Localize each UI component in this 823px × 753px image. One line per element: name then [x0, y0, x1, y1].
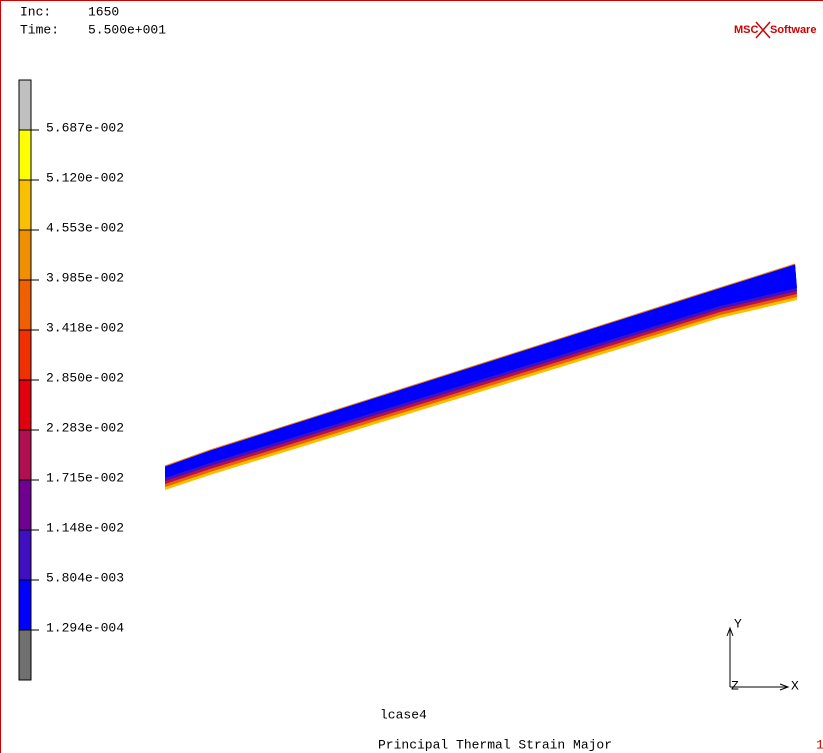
legend-band	[19, 580, 31, 630]
band-blue	[165, 264, 797, 478]
window-index: 1	[816, 737, 823, 752]
legend-band	[19, 380, 31, 430]
axis-triad: Y X Z	[727, 616, 799, 693]
inc-value: 1650	[88, 4, 119, 19]
legend-label: 3.418e-002	[46, 320, 124, 335]
result-name: Principal Thermal Strain Major	[378, 737, 612, 752]
legend-label: 5.687e-002	[46, 120, 124, 135]
time-label: Time:	[20, 22, 59, 37]
legend-label: 5.804e-003	[46, 570, 124, 585]
legend-band	[19, 230, 31, 280]
triad-x-label: X	[791, 678, 799, 693]
legend-band	[19, 430, 31, 480]
legend-band	[19, 180, 31, 230]
viewport: Inc: 1650 Time: 5.500e+001 MSC Software …	[0, 0, 823, 753]
time-value: 5.500e+001	[88, 22, 166, 37]
legend-band	[19, 630, 31, 680]
model	[165, 264, 797, 490]
legend-band	[19, 280, 31, 330]
logo: MSC Software	[734, 22, 816, 38]
legend-label: 2.283e-002	[46, 420, 124, 435]
legend-label: 4.553e-002	[46, 220, 124, 235]
legend-band	[19, 80, 31, 130]
triad-z-label: Z	[731, 678, 739, 693]
legend-label: 1.294e-004	[46, 620, 124, 635]
legend-label: 1.148e-002	[46, 520, 124, 535]
legend-band	[19, 530, 31, 580]
legend-label: 5.120e-002	[46, 170, 124, 185]
inc-label: Inc:	[20, 4, 51, 19]
logo-brand: MSC	[734, 24, 759, 36]
legend-band	[19, 130, 31, 180]
legend-band	[19, 330, 31, 380]
load-case: lcase4	[380, 707, 427, 722]
legend-label: 2.850e-002	[46, 370, 124, 385]
logo-name: Software	[770, 24, 816, 36]
legend-label: 1.715e-002	[46, 470, 124, 485]
legend-band	[19, 480, 31, 530]
legend-label: 3.985e-002	[46, 270, 124, 285]
legend: 5.687e-002 5.120e-002 4.553e-002 3.985e-002…	[19, 80, 124, 680]
triad-y-label: Y	[734, 616, 742, 631]
